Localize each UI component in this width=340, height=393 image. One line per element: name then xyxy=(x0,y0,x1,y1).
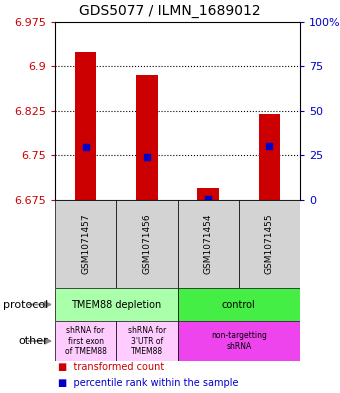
Bar xyxy=(116,321,177,361)
Bar xyxy=(75,51,96,200)
Text: protocol: protocol xyxy=(3,299,48,310)
Bar xyxy=(177,288,300,321)
Bar xyxy=(259,114,280,200)
Bar xyxy=(177,200,239,288)
Bar xyxy=(198,188,219,200)
Bar xyxy=(55,321,116,361)
Text: shRNA for
3'UTR of
TMEM88: shRNA for 3'UTR of TMEM88 xyxy=(128,326,166,356)
Text: ■  transformed count: ■ transformed count xyxy=(58,362,165,372)
Bar xyxy=(55,200,116,288)
Text: ■  percentile rank within the sample: ■ percentile rank within the sample xyxy=(58,378,239,388)
Text: GSM1071456: GSM1071456 xyxy=(142,214,151,274)
Text: TMEM88 depletion: TMEM88 depletion xyxy=(71,299,162,310)
Bar xyxy=(239,200,300,288)
Text: GSM1071455: GSM1071455 xyxy=(265,214,274,274)
Bar xyxy=(55,288,177,321)
Text: GSM1071457: GSM1071457 xyxy=(81,214,90,274)
Text: non-targetting
shRNA: non-targetting shRNA xyxy=(211,331,267,351)
Text: GDS5077 / ILMN_1689012: GDS5077 / ILMN_1689012 xyxy=(79,4,261,18)
Text: GSM1071454: GSM1071454 xyxy=(204,214,212,274)
Text: shRNA for
first exon
of TMEM88: shRNA for first exon of TMEM88 xyxy=(65,326,106,356)
Bar xyxy=(136,75,158,200)
Text: other: other xyxy=(18,336,48,346)
Text: control: control xyxy=(222,299,256,310)
Bar xyxy=(177,321,300,361)
Bar xyxy=(116,200,177,288)
